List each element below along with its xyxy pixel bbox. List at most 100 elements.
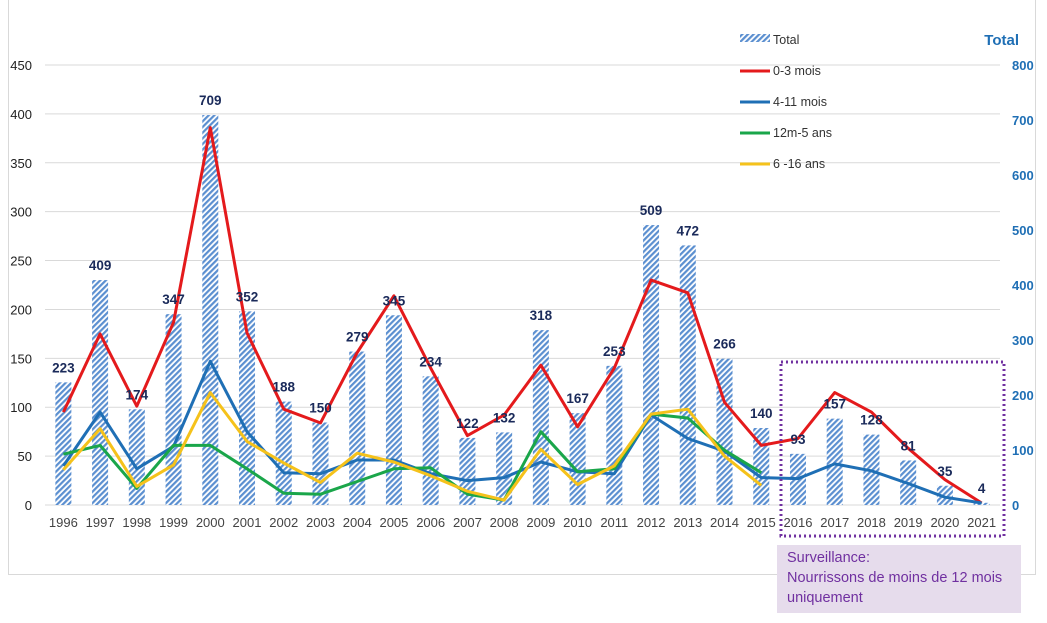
x-axis-tick: 2007 <box>453 515 482 530</box>
bar-data-label: 150 <box>309 401 332 416</box>
x-axis-tick: 1999 <box>159 515 188 530</box>
bar-data-label: 347 <box>162 292 185 307</box>
x-axis-tick: 2003 <box>306 515 335 530</box>
bar-data-label: 709 <box>199 93 222 108</box>
legend-label: 0-3 mois <box>773 64 821 78</box>
bar-data-label: 266 <box>713 337 736 352</box>
bar-total <box>826 418 843 505</box>
bar-data-label: 472 <box>677 223 700 238</box>
left-axis-tick: 250 <box>10 254 32 269</box>
left-axis-tick: 450 <box>10 58 32 73</box>
bar-total <box>349 351 366 505</box>
left-axis-tick: 50 <box>18 449 32 464</box>
right-axis-tick: 0 <box>1012 498 1019 513</box>
bar-total <box>422 376 439 505</box>
bar-data-label: 35 <box>937 464 953 479</box>
right-axis-title: Total <box>984 32 1019 49</box>
x-axis-tick: 2004 <box>343 515 372 530</box>
annotation-line: Surveillance: <box>787 550 871 566</box>
left-axis-tick: 200 <box>10 302 32 317</box>
bar-total <box>496 432 513 505</box>
legend-label: 4-11 mois <box>773 95 827 109</box>
bar-total <box>973 502 990 505</box>
line-0-3-mois <box>62 126 983 505</box>
bar-total <box>385 315 402 505</box>
left-axis-tick: 300 <box>10 205 32 220</box>
legend-label: Total <box>773 33 799 47</box>
bar-total <box>753 428 770 505</box>
surveillance-highlight-box <box>779 360 1006 538</box>
right-axis-tick: 400 <box>1012 278 1034 293</box>
left-axis-tick: 400 <box>10 107 32 122</box>
x-axis-tick: 2021 <box>967 515 996 530</box>
x-axis-tick: 2018 <box>857 515 886 530</box>
bar-data-label: 234 <box>419 354 442 369</box>
right-axis-tick: 500 <box>1012 223 1034 238</box>
annotation-line: uniquement <box>787 590 863 606</box>
bar-total <box>165 314 182 505</box>
bar-data-label: 132 <box>493 410 516 425</box>
left-axis-tick: 0 <box>25 498 32 513</box>
bar-total <box>202 115 219 506</box>
bar-total <box>239 311 256 505</box>
right-axis-tick: 200 <box>1012 388 1034 403</box>
bar-data-label: 174 <box>126 387 149 402</box>
x-axis-tick: 2013 <box>673 515 702 530</box>
x-axis-tick: 2017 <box>820 515 849 530</box>
x-axis-tick: 2011 <box>600 515 628 530</box>
bar-data-label: 352 <box>236 289 259 304</box>
left-axis-tick: 350 <box>10 156 32 171</box>
line-4-11-mois <box>62 359 982 505</box>
bar-data-label: 279 <box>346 330 369 345</box>
chart-frame <box>8 0 1036 575</box>
right-axis-tick: 700 <box>1012 113 1034 128</box>
surveillance-annotation: Surveillance: Nourrissons de moins de 12… <box>777 545 1021 613</box>
bar-data-label: 223 <box>52 360 75 375</box>
x-axis-tick: 1998 <box>122 515 151 530</box>
bar-data-label: 122 <box>456 416 479 431</box>
left-axis-tick: 100 <box>10 400 32 415</box>
bar-data-label: 128 <box>860 413 883 428</box>
x-axis-tick: 2008 <box>490 515 519 530</box>
bar-total <box>275 401 292 505</box>
legend-label: 6 -16 ans <box>773 157 825 171</box>
bar-total <box>643 225 660 506</box>
x-axis-tick: 2016 <box>784 515 813 530</box>
legend-swatch-total <box>740 34 770 42</box>
bar-data-label: 167 <box>566 391 589 406</box>
bar-total <box>532 330 549 505</box>
x-axis-tick: 2009 <box>526 515 555 530</box>
bar-total <box>128 409 145 505</box>
bar-total <box>936 485 953 505</box>
bar-data-label: 345 <box>383 293 406 308</box>
bar-data-label: 157 <box>823 397 846 412</box>
bar-data-label: 318 <box>530 308 553 323</box>
right-axis-tick: 800 <box>1012 58 1034 73</box>
bar-data-label: 253 <box>603 344 626 359</box>
x-axis-tick: 2012 <box>637 515 666 530</box>
x-axis-tick: 2019 <box>894 515 923 530</box>
bar-data-label: 4 <box>978 481 986 496</box>
bar-data-label: 509 <box>640 203 663 218</box>
x-axis-tick: 1996 <box>49 515 78 530</box>
x-axis-tick: 2001 <box>233 515 262 530</box>
x-axis-tick: 2015 <box>747 515 776 530</box>
bar-data-label: 188 <box>272 380 295 395</box>
bar-data-label: 140 <box>750 406 773 421</box>
legend-label: 12m-5 ans <box>773 126 832 140</box>
left-axis-tick: 150 <box>10 351 32 366</box>
x-axis-tick: 2006 <box>416 515 445 530</box>
x-axis-tick: 1997 <box>86 515 115 530</box>
bar-total <box>716 358 733 505</box>
x-axis-tick: 2002 <box>269 515 298 530</box>
bar-data-label: 409 <box>89 258 112 273</box>
bar-total <box>312 422 329 505</box>
bar-total <box>92 280 109 505</box>
bar-data-label: 81 <box>901 438 917 453</box>
right-axis-tick: 100 <box>1012 443 1034 458</box>
bar-total <box>679 245 696 505</box>
x-axis-tick: 2020 <box>930 515 959 530</box>
x-axis-tick: 2000 <box>196 515 225 530</box>
right-axis-tick: 600 <box>1012 168 1034 183</box>
